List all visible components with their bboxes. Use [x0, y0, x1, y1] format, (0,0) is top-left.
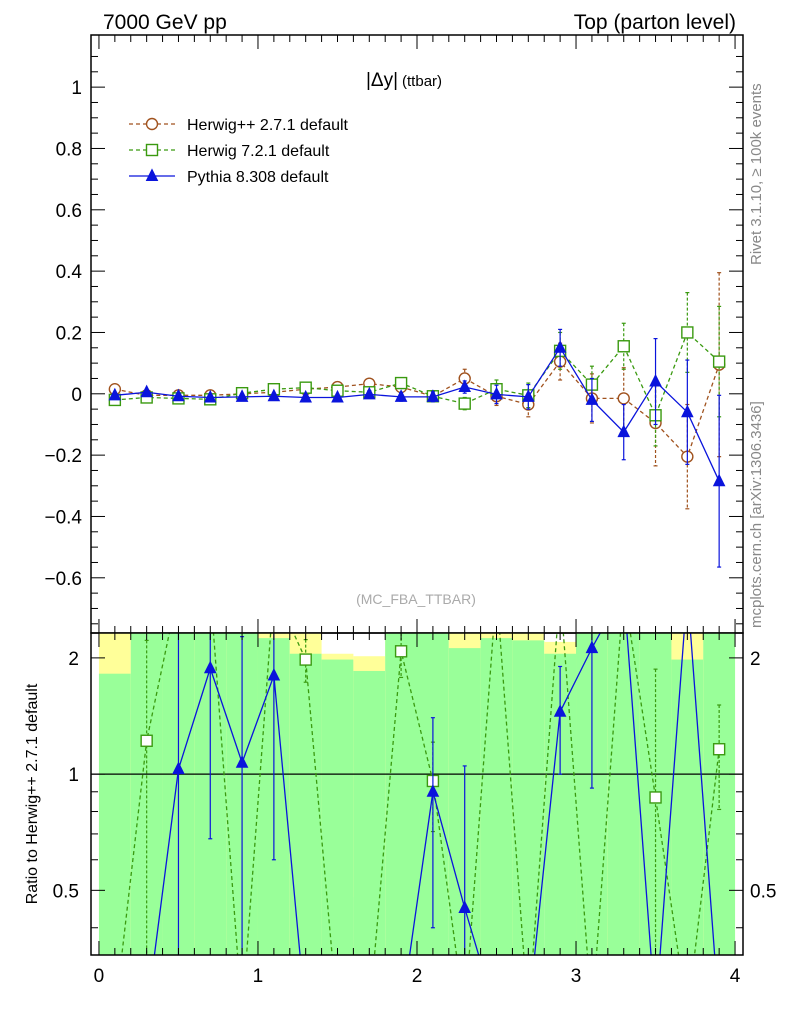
main-series-1 — [108, 292, 726, 447]
ratio-point — [299, 653, 312, 666]
legend-entry-1: Herwig 7.2.1 default — [129, 143, 330, 160]
ratio-band-green — [385, 633, 417, 955]
main-panel: −0.6 −0.4 −0.2 0 0.2 0.4 0.6 0.8 1 |Δy| (ttbar) (… — [44, 34, 744, 634]
ratio-xtick-label: 4 — [730, 966, 741, 987]
main-point — [681, 404, 694, 418]
legend-label: Herwig 7.2.1 default — [187, 143, 330, 160]
main-point — [712, 355, 726, 368]
main-ytick-label: −0.4 — [44, 507, 82, 528]
legend-entry-2: Pythia 8.308 default — [129, 168, 329, 186]
main-series-2 — [108, 328, 726, 568]
main-ytick-label: 0 — [71, 385, 82, 406]
main-point — [108, 387, 122, 401]
ratio-point — [140, 734, 153, 747]
ratio-point — [267, 667, 281, 681]
main-ytick-label: 0.2 — [56, 323, 82, 344]
ratio-point — [649, 791, 662, 804]
ratio-ytick-label: 2 — [68, 649, 79, 670]
main-point — [617, 340, 630, 353]
legend-label: Herwig++ 2.7.1 default — [187, 117, 349, 134]
main-point — [299, 389, 312, 403]
ratio-band-green — [512, 640, 545, 955]
ratio-band-green — [703, 633, 736, 955]
main-ytick-label: 1 — [71, 78, 82, 99]
main-point — [235, 389, 249, 402]
ratio-xtick-label: 2 — [412, 966, 423, 987]
watermark: (MC_FBA_TTBAR) — [356, 591, 476, 607]
ratio-point — [712, 743, 726, 756]
ratio-ylabel: Ratio to Herwig++ 2.7.1 default — [24, 683, 41, 904]
main-point — [203, 389, 217, 403]
ratio-ytick-label: 0.5 — [53, 881, 79, 902]
ratio-band-green — [671, 659, 704, 955]
main-ytick-label: 0.4 — [56, 262, 83, 283]
main-ytick-label: −0.6 — [44, 569, 82, 590]
ratio-point — [235, 755, 249, 768]
main-point — [617, 424, 631, 438]
ratio-xtick-label: 3 — [571, 966, 582, 987]
mcplots-label: mcplots.cern.ch [arXiv:1306.3436] — [748, 401, 765, 628]
legend-label: Pythia 8.308 default — [187, 169, 329, 186]
main-point — [649, 373, 662, 387]
main-point — [522, 389, 535, 402]
ratio-point — [394, 645, 408, 658]
main-point — [394, 389, 408, 402]
main-point — [362, 386, 376, 400]
ratio-point — [458, 900, 472, 914]
legend-marker — [145, 168, 159, 181]
ratio-point — [203, 660, 217, 674]
main-ytick-label: 0.6 — [56, 201, 82, 222]
ratio-band-green — [98, 673, 131, 955]
main-series-0 — [108, 272, 726, 510]
main-point — [331, 389, 344, 403]
ratio-band-green — [353, 670, 386, 955]
ratio-ytick-label: 1 — [68, 765, 79, 786]
main-series-line-2 — [114, 346, 720, 482]
ratio-point — [553, 704, 567, 717]
ratio-series-1 — [153, 633, 716, 955]
header-left: 7000 GeV pp — [103, 11, 227, 34]
main-point — [490, 386, 503, 400]
ratio-ytick-label-right: 2 — [750, 649, 761, 670]
ratio-point — [585, 640, 599, 654]
main-ytick-label: 0.8 — [56, 139, 82, 160]
main-point — [553, 340, 567, 353]
ratio-xtick-label: 0 — [94, 966, 105, 987]
main-series-line-0 — [114, 360, 720, 458]
main-point — [172, 388, 185, 402]
main-point — [712, 473, 726, 487]
rivet-label: Rivet 3.1.10, ≥ 100k events — [748, 83, 765, 265]
ratio-band-green — [289, 653, 322, 955]
main-point — [585, 392, 599, 405]
ratio-point — [172, 761, 185, 775]
ratio-series-line-0 — [121, 633, 720, 955]
ratio-ytick-label-right: 0.5 — [750, 881, 776, 902]
main-point — [140, 384, 153, 398]
legend: Herwig++ 2.7.1 default Herwig 7.2.1 defau… — [129, 117, 349, 186]
main-ytick-label: −0.2 — [44, 446, 82, 467]
main-point — [617, 392, 630, 405]
ratio-band-green — [480, 638, 513, 955]
ratio-series-line-1 — [153, 633, 716, 955]
main-point — [394, 376, 408, 390]
ratio-panel: 0.5 0.5 1 2 2 0 1 2 3 4 Ratio to Herwig++ 2.7.1 … — [24, 632, 776, 987]
main-title: |Δy| (ttbar) — [366, 70, 442, 91]
legend-marker — [145, 143, 159, 157]
ratio-point — [426, 784, 440, 797]
main-point — [267, 388, 281, 402]
legend-entry-0: Herwig++ 2.7.1 default — [129, 117, 349, 134]
main-point — [458, 379, 472, 393]
main-point — [426, 389, 440, 402]
ratio-band-green — [321, 659, 354, 955]
legend-marker — [145, 117, 159, 131]
ratio-xtick-label: 1 — [253, 966, 264, 987]
header-right: Top (parton level) — [574, 11, 736, 34]
ratio-band-green — [607, 633, 640, 955]
main-point — [681, 326, 694, 339]
main-point — [458, 397, 471, 410]
